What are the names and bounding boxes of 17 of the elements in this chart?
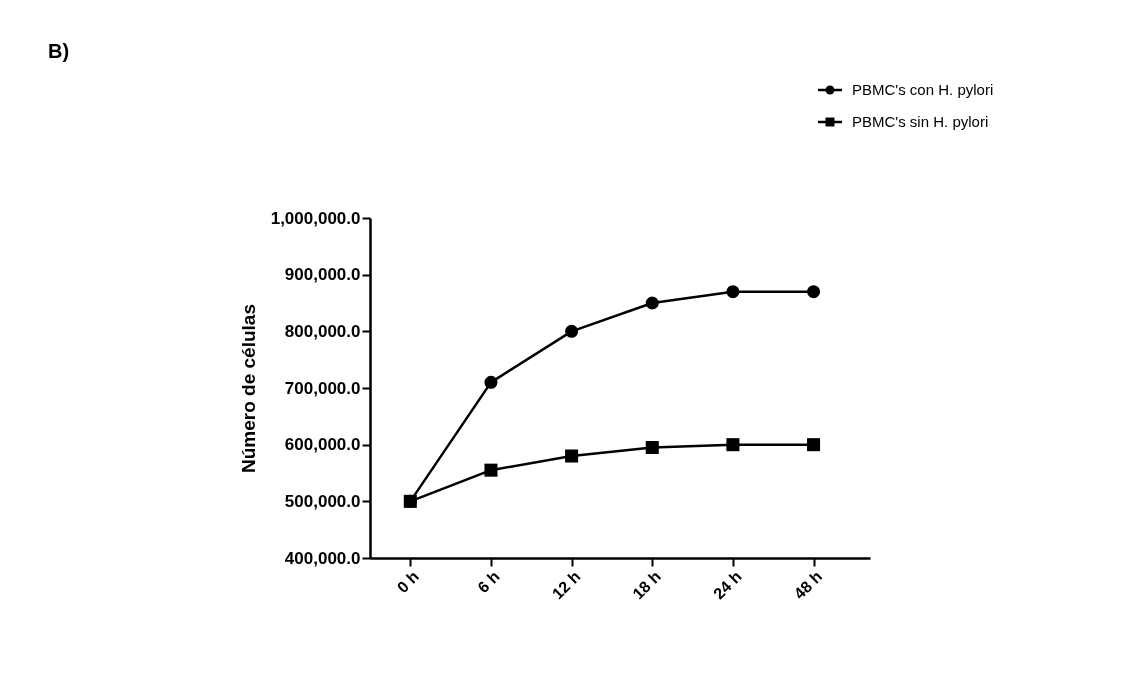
- legend-label: PBMC's con H. pylori: [852, 81, 994, 98]
- y-tick-label: 700,000.0: [284, 378, 361, 398]
- y-tick-label: 900,000.0: [284, 265, 361, 285]
- y-tick-label: 800,000.0: [284, 321, 361, 341]
- x-tick-label: 24 h: [710, 567, 745, 603]
- text: B): [48, 40, 70, 62]
- y-axis-title: Número de células: [237, 304, 259, 473]
- y-tick-label: 1,000,000.0: [270, 208, 361, 228]
- x-tick-label: 0 h: [393, 567, 423, 597]
- x-tick-label: 12 h: [548, 567, 584, 603]
- x-tick-label: 6 h: [474, 567, 503, 597]
- y-tick-label: 600,000.0: [284, 435, 361, 455]
- legend-label: PBMC's sin H. pylori: [852, 113, 989, 130]
- x-tick-label: 18 h: [629, 567, 665, 603]
- x-tick-label: 48 h: [790, 567, 826, 603]
- y-tick-label: 500,000.0: [284, 491, 361, 511]
- y-tick-label: 400,000.0: [284, 548, 361, 568]
